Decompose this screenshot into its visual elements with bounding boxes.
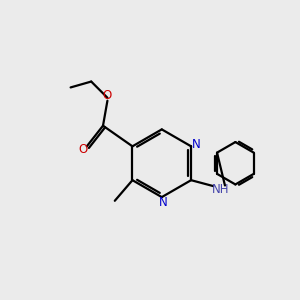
- Text: O: O: [79, 143, 88, 156]
- Text: N: N: [159, 196, 168, 209]
- Text: O: O: [103, 89, 112, 103]
- Text: N: N: [192, 138, 201, 151]
- Text: NH: NH: [212, 183, 229, 196]
